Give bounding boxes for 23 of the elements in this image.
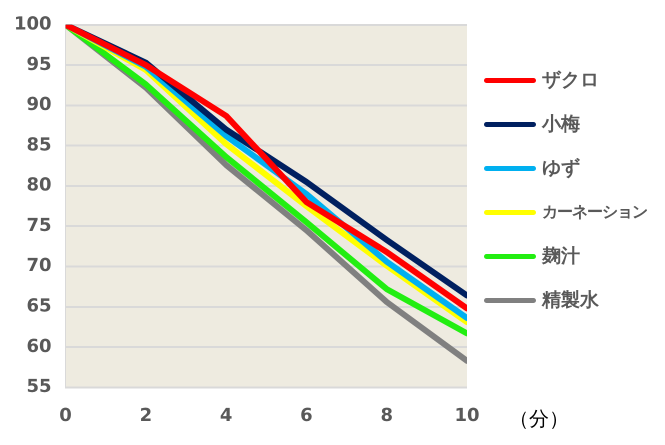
x-tick-label: 2 — [140, 404, 152, 426]
legend-label: 小梅 — [542, 112, 580, 137]
x-tick-label: 10 — [454, 404, 480, 426]
x-tick-label: 0 — [59, 404, 72, 426]
y-tick-label: 80 — [26, 174, 52, 196]
legend-label: ゆず — [542, 156, 580, 181]
y-tick-label: 100 — [14, 13, 52, 34]
y-tick-label: 85 — [26, 134, 52, 156]
y-tick-label: 55 — [26, 376, 52, 398]
x-tick-label: 4 — [220, 404, 232, 426]
x-tick-label: 8 — [380, 404, 393, 426]
legend-label: 麹汁 — [542, 244, 580, 269]
legend-label: ザクロ — [542, 68, 599, 93]
legend-label: 精製水 — [542, 288, 599, 313]
y-tick-label: 95 — [26, 54, 52, 75]
x-axis-title: （分） — [509, 406, 569, 431]
y-tick-label: 90 — [26, 94, 52, 116]
y-tick-label: 75 — [26, 214, 52, 236]
y-tick-label: 60 — [26, 336, 52, 357]
legend-label: カーネーション — [542, 202, 647, 222]
y-tick-label: 65 — [26, 295, 52, 316]
x-tick-label: 6 — [300, 404, 313, 426]
y-tick-label: 70 — [26, 255, 52, 276]
